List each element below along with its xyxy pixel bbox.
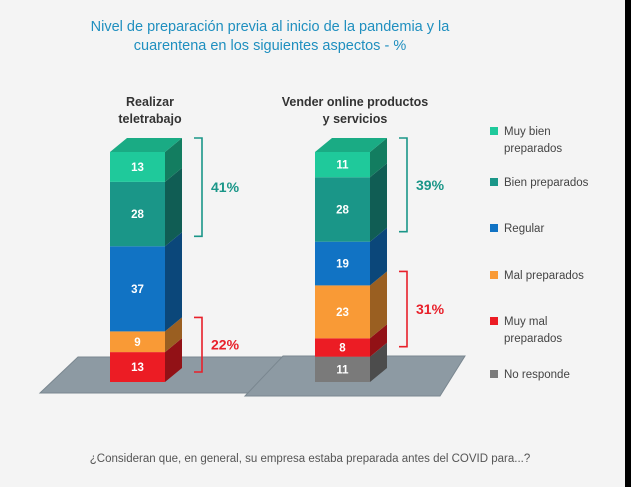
bar-segment-front — [110, 181, 165, 247]
category-label-line1: Realizar — [126, 95, 174, 109]
legend-label: Muy mal preparados — [504, 314, 562, 348]
bar-value-label: 13 — [131, 162, 144, 174]
bar-segment-front — [110, 331, 165, 353]
legend-swatch — [490, 317, 498, 325]
legend-label: No responde — [504, 367, 570, 384]
bar-segment-side — [165, 167, 182, 247]
bar-segment: 23 — [315, 271, 387, 339]
bar-value-label: 9 — [134, 337, 140, 349]
legend-swatch — [490, 271, 498, 279]
bracket-percent-label: 31% — [416, 301, 445, 317]
bracket-percent-label: 39% — [416, 177, 445, 193]
bar-value-label: 13 — [131, 362, 144, 374]
bar-value-label: 28 — [131, 209, 144, 221]
bar-segment: 19 — [315, 227, 387, 286]
bar-segment: 28 — [315, 163, 387, 242]
bracket-annotation: 41% — [194, 137, 240, 238]
bracket-line — [194, 316, 203, 373]
bar-segment-side — [165, 338, 182, 382]
bar-value-label: 19 — [336, 259, 349, 271]
category-label-line1: Vender online productos — [281, 95, 429, 109]
bar-segment-front — [110, 246, 165, 332]
bar-segment-front — [315, 338, 370, 357]
category-label-line2: y servicios — [322, 112, 388, 126]
bar-segment: 11 — [315, 138, 387, 178]
bar-top-face — [110, 138, 182, 152]
bar-segment: 13 — [110, 138, 182, 182]
bracket-percent-label: 22% — [211, 337, 240, 353]
bar-segment: 8 — [315, 324, 387, 357]
category-label-teletrabajo: Realizar teletrabajo — [95, 94, 205, 128]
bar-segment-side — [165, 232, 182, 332]
legend-label-line: Regular — [504, 223, 545, 235]
bracket-line — [194, 137, 203, 238]
bracket-line — [399, 137, 408, 233]
bar-segment-front — [315, 177, 370, 242]
bar-segment: 37 — [110, 232, 182, 332]
bar-value-label: 11 — [336, 160, 349, 172]
bracket-annotation: 22% — [194, 316, 240, 373]
bar-value-label: 28 — [336, 205, 349, 217]
legend-swatch — [490, 370, 498, 378]
bar-stack-2: 11 8 23 19 28 11 — [315, 138, 387, 382]
legend-label: Bien preparados — [504, 175, 588, 192]
chart-title-line1: Nivel de preparación previa al inicio de… — [90, 19, 450, 35]
category-label-vender-online: Vender online productos y servicios — [270, 94, 440, 128]
bar-segment-side — [370, 227, 387, 286]
bar-segment: 11 — [315, 342, 387, 382]
bar-segment-side — [370, 324, 387, 357]
bar-segment-side — [165, 317, 182, 353]
survey-question: ¿Consideran que, en general, su empresa … — [89, 453, 531, 465]
bar-segment-side — [370, 271, 387, 339]
bar-stack-1: 13 9 37 28 13 — [110, 138, 182, 382]
bar-value-label: 8 — [339, 343, 346, 355]
bracket-line — [399, 270, 408, 348]
bar-segment-side — [370, 163, 387, 242]
bracket-annotation: 39% — [399, 137, 445, 233]
legend-swatch — [490, 178, 498, 186]
bar-segment: 28 — [110, 167, 182, 247]
bar-segment-front — [315, 152, 370, 178]
bar-top-face — [315, 138, 387, 152]
legend-label: Regular — [504, 221, 544, 238]
bar-segment-side — [370, 342, 387, 382]
bracket-percent-label: 41% — [211, 179, 240, 195]
legend-label-line: Muy bien — [504, 126, 551, 138]
bar-segment-side — [370, 138, 387, 178]
bar-value-label: 37 — [131, 284, 144, 296]
legend-label-line: Mal preparados — [504, 270, 584, 282]
legend-label-line: Bien preparados — [504, 177, 589, 189]
bracket-annotation: 31% — [399, 270, 445, 348]
legend-label-line: preparados — [504, 333, 563, 345]
bar-value-label: 11 — [336, 364, 349, 376]
legend-swatch — [490, 127, 498, 135]
legend-label-line: preparados — [504, 143, 563, 155]
bar-segment: 9 — [110, 317, 182, 353]
bar-segment-front — [315, 285, 370, 339]
bar-segment-side — [165, 138, 182, 182]
chart-title-line2: cuarentena en los siguientes aspectos - … — [133, 38, 407, 54]
legend-label: Muy bien preparados — [504, 124, 562, 158]
bar-segment: 13 — [110, 338, 182, 382]
bar-segment-front — [110, 152, 165, 182]
legend-label-line: No responde — [504, 369, 570, 381]
bar-segment-front — [110, 352, 165, 382]
legend-swatch — [490, 224, 498, 232]
category-label-line2: teletrabajo — [118, 112, 182, 126]
legend-label: Mal preparados — [504, 268, 584, 285]
bar-segment-front — [315, 241, 370, 286]
chart-title: Nivel de preparación previa al inicio de… — [40, 18, 500, 56]
bar-segment-front — [315, 356, 370, 382]
bar-value-label: 23 — [336, 307, 349, 319]
legend-label-line: Muy mal — [504, 316, 548, 328]
